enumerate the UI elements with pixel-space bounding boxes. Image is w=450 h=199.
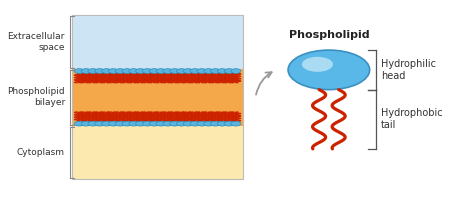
Circle shape (108, 69, 118, 73)
Text: Hydrophilic
head: Hydrophilic head (381, 59, 436, 81)
Circle shape (156, 69, 166, 73)
Circle shape (135, 69, 145, 73)
Circle shape (204, 121, 214, 126)
Circle shape (102, 121, 112, 126)
Text: Phospholipid
bilayer: Phospholipid bilayer (7, 87, 65, 107)
Circle shape (211, 121, 220, 126)
Circle shape (197, 69, 207, 73)
Circle shape (88, 69, 98, 73)
Circle shape (143, 121, 152, 126)
Bar (72, 15, 243, 69)
Circle shape (156, 121, 166, 126)
Circle shape (190, 69, 200, 73)
Circle shape (176, 69, 186, 73)
Circle shape (135, 121, 145, 126)
Circle shape (170, 121, 180, 126)
Circle shape (197, 121, 207, 126)
Circle shape (95, 69, 104, 73)
Circle shape (115, 69, 125, 73)
Circle shape (224, 121, 234, 126)
Circle shape (190, 121, 200, 126)
Circle shape (88, 121, 98, 126)
Text: Hydrophobic
tail: Hydrophobic tail (381, 108, 443, 131)
Circle shape (143, 69, 152, 73)
Text: Extracellular
space: Extracellular space (8, 31, 65, 52)
Circle shape (115, 121, 125, 126)
Circle shape (231, 69, 241, 73)
Circle shape (108, 121, 118, 126)
Circle shape (163, 121, 173, 126)
Circle shape (163, 69, 173, 73)
Circle shape (122, 121, 132, 126)
Text: Phospholipid: Phospholipid (288, 30, 369, 40)
Circle shape (129, 121, 139, 126)
Circle shape (231, 121, 241, 126)
Circle shape (129, 69, 139, 73)
Circle shape (95, 121, 104, 126)
Circle shape (170, 69, 180, 73)
Circle shape (302, 57, 333, 72)
Bar (72, 15, 243, 179)
Text: Cytoplasm: Cytoplasm (17, 148, 65, 157)
Circle shape (81, 121, 91, 126)
Circle shape (149, 121, 159, 126)
Circle shape (183, 121, 193, 126)
Circle shape (183, 69, 193, 73)
Circle shape (176, 121, 186, 126)
Bar (72, 126, 243, 179)
Circle shape (122, 69, 132, 73)
Circle shape (211, 69, 220, 73)
Circle shape (74, 121, 84, 126)
Circle shape (102, 69, 112, 73)
Circle shape (224, 69, 234, 73)
Circle shape (81, 69, 91, 73)
Circle shape (288, 50, 369, 90)
Circle shape (74, 69, 84, 73)
Bar (72, 69, 243, 126)
Circle shape (149, 69, 159, 73)
Circle shape (217, 69, 227, 73)
Circle shape (204, 69, 214, 73)
Circle shape (217, 121, 227, 126)
